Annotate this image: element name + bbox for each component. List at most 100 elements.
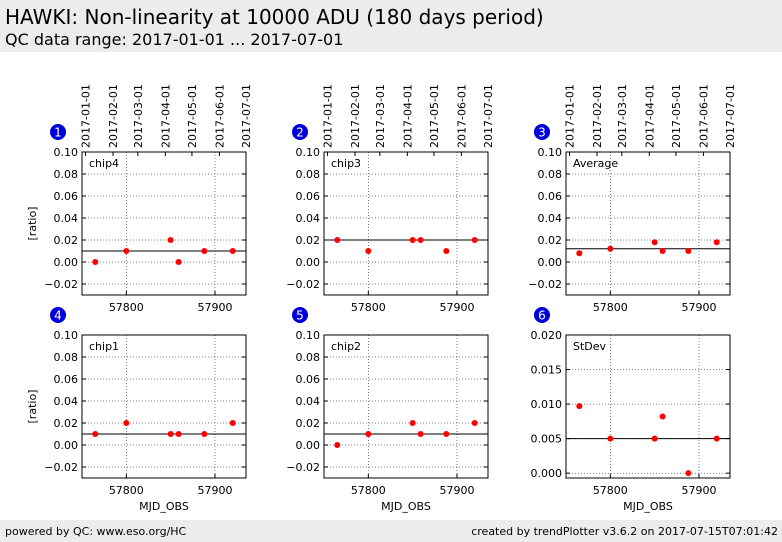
top-date-label: 2017-07-01 xyxy=(240,84,253,148)
x-tick-label: 57900 xyxy=(197,301,232,314)
y-tick-label: 0.00 xyxy=(296,256,321,269)
y-tick-label: 0.005 xyxy=(531,433,563,446)
data-point xyxy=(443,431,450,437)
x-tick-label: 57900 xyxy=(197,484,232,497)
data-point xyxy=(409,237,416,243)
x-tick-label: 57800 xyxy=(593,484,628,497)
data-point xyxy=(659,413,666,420)
y-tick-label: 0.08 xyxy=(296,168,321,181)
top-date-label: 2017-03-01 xyxy=(616,84,629,148)
data-point xyxy=(607,245,614,252)
panel-number: 2 xyxy=(296,126,304,140)
y-tick-label: 0.08 xyxy=(538,168,563,181)
data-point xyxy=(229,420,236,426)
panel-number: 5 xyxy=(296,309,304,323)
plot-frame xyxy=(81,151,247,296)
y-tick-label: 0.02 xyxy=(296,234,321,247)
top-date-label: 2017-05-01 xyxy=(428,84,441,148)
data-point xyxy=(92,431,99,437)
x-axis-label: MJD_OBS xyxy=(139,500,189,513)
page-title: HAWKI: Non-linearity at 10000 ADU (180 d… xyxy=(5,5,544,29)
data-point xyxy=(334,237,341,243)
panel-label: chip2 xyxy=(331,340,361,353)
y-tick-label: 0.10 xyxy=(54,146,79,159)
y-tick-label: 0.06 xyxy=(296,190,321,203)
y-tick-label: 0.08 xyxy=(54,351,79,364)
panel-number: 6 xyxy=(538,309,546,323)
chart-panel-3: −0.02 0.00 0.02 0.04 0.06 0.08 0.10 57800 57900 2… xyxy=(528,84,737,314)
y-tick-label: −0.02 xyxy=(44,278,78,291)
x-tick-label: 57800 xyxy=(593,301,628,314)
panel-label: chip4 xyxy=(89,157,119,170)
y-axis-label: [ratio] xyxy=(26,207,39,241)
y-tick-label: 0.02 xyxy=(538,234,563,247)
page-subtitle: QC data range: 2017-01-01 ... 2017-07-01 xyxy=(5,30,344,49)
x-axis-label: MJD_OBS xyxy=(623,500,673,513)
data-point xyxy=(175,431,182,437)
y-tick-label: 0.04 xyxy=(296,395,321,408)
top-date-label: 2017-04-01 xyxy=(159,84,172,148)
panel-number: 4 xyxy=(54,309,62,323)
top-date-label: 2017-06-01 xyxy=(697,84,710,148)
top-date-label: 2017-05-01 xyxy=(670,84,683,148)
data-point xyxy=(201,431,208,437)
x-tick-label: 57900 xyxy=(439,484,474,497)
y-tick-label: 0.08 xyxy=(296,351,321,364)
data-point xyxy=(713,239,720,246)
top-date-label: 2017-04-01 xyxy=(643,84,656,148)
top-date-label: 2017-04-01 xyxy=(401,84,414,148)
plot-frame xyxy=(81,334,247,479)
top-date-label: 2017-01-01 xyxy=(322,84,335,148)
y-tick-label: −0.02 xyxy=(528,278,562,291)
chart-panel-4: −0.02 0.00 0.02 0.04 0.06 0.08 0.10 57800 57900 c… xyxy=(26,307,247,513)
panel-number-badge xyxy=(534,307,550,323)
y-tick-label: 0.015 xyxy=(531,364,563,377)
data-point xyxy=(471,420,478,426)
top-date-label: 2017-02-01 xyxy=(591,84,604,148)
panel-number: 1 xyxy=(54,126,62,140)
plot-frame xyxy=(323,151,489,296)
chart-panel-1: −0.02 0.00 0.02 0.04 0.06 0.08 0.10 57800 57900 2… xyxy=(26,84,253,314)
data-point xyxy=(334,442,341,448)
data-point xyxy=(123,248,130,254)
y-tick-label: 0.02 xyxy=(54,234,79,247)
data-point xyxy=(576,250,583,257)
data-point xyxy=(92,259,99,265)
panel-number-badge xyxy=(50,307,66,323)
y-tick-label: 0.02 xyxy=(54,417,79,430)
data-point xyxy=(409,420,416,426)
top-date-label: 2017-01-01 xyxy=(80,84,93,148)
y-tick-label: 0.06 xyxy=(296,373,321,386)
x-tick-label: 57900 xyxy=(439,301,474,314)
data-point xyxy=(417,237,424,243)
data-point xyxy=(123,420,130,426)
panel-label: Average xyxy=(573,157,618,170)
y-tick-label: 0.10 xyxy=(296,146,321,159)
top-date-label: 2017-01-01 xyxy=(564,84,577,148)
data-point xyxy=(443,248,450,254)
plot-frame xyxy=(565,151,731,296)
top-date-label: 2017-03-01 xyxy=(132,84,145,148)
data-point xyxy=(417,431,424,437)
data-point xyxy=(685,470,692,477)
panel-label: chip3 xyxy=(331,157,361,170)
y-tick-label: 0.02 xyxy=(296,417,321,430)
y-axis-label: [ratio] xyxy=(26,390,39,424)
panel-number-badge xyxy=(292,124,308,140)
data-point xyxy=(659,248,666,254)
top-date-label: 2017-06-01 xyxy=(213,84,226,148)
data-point xyxy=(576,403,583,410)
y-tick-label: 0.010 xyxy=(531,398,563,411)
data-point xyxy=(175,259,182,265)
panel-label: StDev xyxy=(573,340,607,353)
data-point xyxy=(713,435,720,442)
chart-panel-6: 0.000 0.005 0.010 0.015 0.020 57800 57900 StDev… xyxy=(531,307,731,513)
y-tick-label: −0.02 xyxy=(44,461,78,474)
y-tick-label: 0.10 xyxy=(296,329,321,342)
y-tick-label: 0.10 xyxy=(538,146,563,159)
x-axis-label: MJD_OBS xyxy=(381,500,431,513)
header-bar: HAWKI: Non-linearity at 10000 ADU (180 d… xyxy=(0,0,782,52)
y-tick-label: 0.00 xyxy=(54,439,79,452)
y-tick-label: −0.02 xyxy=(286,278,320,291)
top-date-label: 2017-06-01 xyxy=(455,84,468,148)
